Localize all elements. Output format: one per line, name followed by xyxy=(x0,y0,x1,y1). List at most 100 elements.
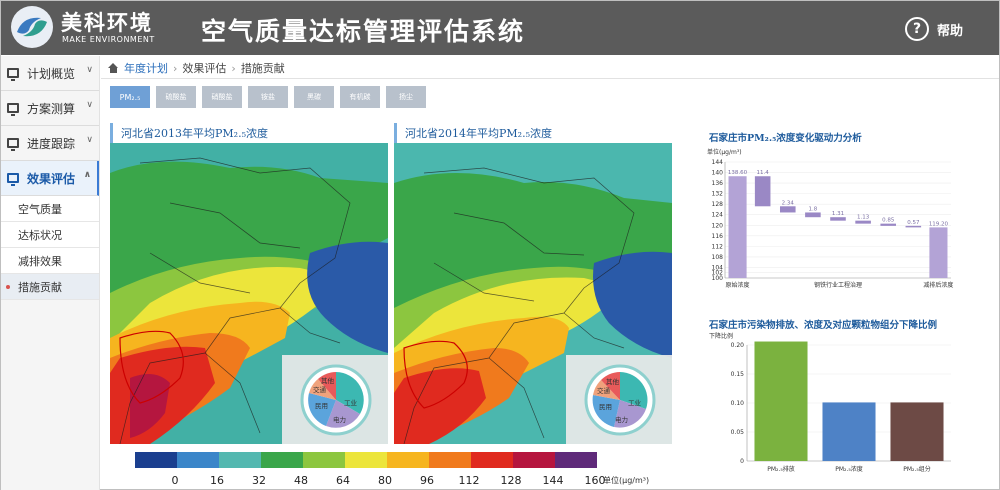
monitor-icon xyxy=(7,68,19,81)
colorbar-tick-label: 96 xyxy=(420,474,434,487)
tab-dust[interactable]: 扬尘 xyxy=(386,86,426,108)
waterfall-bar xyxy=(805,212,821,218)
waterfall-bar xyxy=(728,176,747,278)
breadcrumb-home-link[interactable]: 年度计划 xyxy=(124,62,168,75)
y-tick-label: 140 xyxy=(712,170,724,177)
monitor-icon xyxy=(7,103,19,116)
colorbar-swatch xyxy=(345,452,387,468)
sidebar: 计划概览 ∨ 方案测算 ∨ 进度跟踪 ∨ 效果评估 ∧ 空气质量 达标状况 减排… xyxy=(1,56,100,490)
subnav-item-measure-contribution[interactable]: 措施贡献 xyxy=(1,274,99,300)
map-title-2013: 河北省2013年平均PM₂.₅浓度 xyxy=(110,123,388,143)
chevron-down-icon: ∨ xyxy=(86,135,93,145)
reduction-ratio-chart: 下降比例 0 0.05 0.10 0.15 0.20 PM₂.₅排放 PM₂.₅浓度 PM₂.₅… xyxy=(709,332,951,473)
nav-item-effect-evaluation[interactable]: 效果评估 ∧ xyxy=(1,161,99,196)
brand-name-en: MAKE ENVIRONMENT xyxy=(62,35,155,44)
home-icon xyxy=(108,63,119,73)
nav-item-label: 方案测算 xyxy=(27,101,76,116)
y-axis-title: 下降比例 xyxy=(709,332,733,340)
colorbar-swatch xyxy=(135,452,177,468)
ratio-bar xyxy=(822,402,876,461)
breadcrumb-mid: 效果评估 xyxy=(182,62,227,75)
y-tick-label: 116 xyxy=(712,233,724,240)
waterfall-bar xyxy=(754,176,771,207)
colorbar-tick-label: 0 xyxy=(172,474,179,487)
waterfall-value-label: 0.85 xyxy=(882,218,895,224)
y-tick-label: 128 xyxy=(712,201,724,208)
waterfall-value-label: 1.31 xyxy=(832,211,844,217)
pollutant-tabs: PM₂.₅ 硫酸盐 硝酸盐 铵盐 黑碳 有机碳 扬尘 xyxy=(110,86,426,108)
y-tick-label: 100 xyxy=(712,275,724,282)
pie-label-transport: 交通 xyxy=(597,386,611,395)
y-tick-label: 104 xyxy=(712,264,724,271)
map-panel-2014: 河北省2014年平均PM₂.₅浓度 工业 电力 民用 交 xyxy=(394,123,672,444)
x-axis-label: 减排后浓度 xyxy=(923,281,953,289)
pie-label-power: 电力 xyxy=(333,415,346,424)
colorbar-tick-label: 48 xyxy=(294,474,308,487)
tab-sulfate[interactable]: 硫酸盐 xyxy=(156,86,196,108)
tab-organic-carbon[interactable]: 有机碳 xyxy=(340,86,380,108)
colorbar-swatch xyxy=(555,452,597,468)
tab-black-carbon[interactable]: 黑碳 xyxy=(294,86,334,108)
x-category-label: PM₂.₅浓度 xyxy=(835,465,863,473)
help-button[interactable]: ? 帮助 xyxy=(905,17,963,41)
pie-label-industry: 工业 xyxy=(628,398,642,407)
y-tick-label: 0.05 xyxy=(731,429,745,436)
nav-item-plan-overview[interactable]: 计划概览 ∨ xyxy=(1,56,99,91)
chart-title-reduction-ratio: 石家庄市污染物排放、浓度及对应颗粒物组分下降比例 xyxy=(709,320,938,331)
x-axis-label: 钢铁行业工程治理 xyxy=(814,281,862,289)
pie-label-residential: 民用 xyxy=(599,403,612,411)
ratio-bar xyxy=(754,341,808,461)
help-label: 帮助 xyxy=(937,23,964,39)
y-tick-label: 144 xyxy=(712,159,724,166)
ratio-bar xyxy=(890,402,944,461)
tab-ammonium[interactable]: 铵盐 xyxy=(248,86,288,108)
colorbar-swatch xyxy=(513,452,555,468)
pie-label-other: 其他 xyxy=(321,376,335,385)
pm25-map-2014: 工业 电力 民用 交通 其他 xyxy=(394,143,672,444)
tab-nitrate[interactable]: 硝酸盐 xyxy=(202,86,242,108)
y-tick-label: 0.15 xyxy=(731,371,745,378)
subnav-item-compliance-status[interactable]: 达标状况 xyxy=(1,222,99,248)
monitor-icon xyxy=(7,173,19,186)
colorbar-swatch xyxy=(303,452,345,468)
waterfall-bar xyxy=(855,220,871,224)
waterfall-value-label: 0.57 xyxy=(907,220,920,226)
colorbar-swatch xyxy=(177,452,219,468)
nav-item-progress-tracking[interactable]: 进度跟踪 ∨ xyxy=(1,126,99,161)
waterfall-bar xyxy=(779,206,796,213)
nav-item-scheme-calculation[interactable]: 方案测算 ∨ xyxy=(1,91,99,126)
waterfall-value-label: 1.8 xyxy=(809,206,818,212)
waterfall-value-label: 138.60 xyxy=(728,170,748,176)
y-tick-label: 136 xyxy=(712,180,724,187)
colorbar-tick-label: 64 xyxy=(336,474,350,487)
pie-label-other: 其他 xyxy=(606,377,620,386)
pie-chart-2013 xyxy=(308,372,364,428)
colorbar-tick-label: 144 xyxy=(543,474,564,487)
y-tick-label: 0.20 xyxy=(731,342,745,349)
waterfall-bar xyxy=(929,227,948,278)
chevron-up-icon: ∧ xyxy=(83,170,91,180)
header-bar: 美科环境 MAKE ENVIRONMENT 空气质量达标管理评估系统 ? 帮助 xyxy=(1,1,999,55)
y-tick-label: 108 xyxy=(712,254,724,261)
y-tick-label: 120 xyxy=(712,222,724,229)
concentration-colorbar: 0 16 32 48 64 80 96 112 128 144 160 xyxy=(135,452,605,487)
map-panel-2013: 河北省2013年平均PM₂.₅浓度 工业 电力 民用 xyxy=(110,123,388,444)
subnav-item-air-quality[interactable]: 空气质量 xyxy=(1,196,99,222)
waterfall-bar xyxy=(830,217,846,221)
y-tick-label: 0.10 xyxy=(731,400,745,407)
x-category-label: PM₂.₅组分 xyxy=(903,465,931,473)
pie-label-industry: 工业 xyxy=(344,398,358,407)
tab-pm25[interactable]: PM₂.₅ xyxy=(110,86,150,108)
pm25-map-2013: 工业 电力 民用 交通 其他 xyxy=(110,143,388,444)
colorbar-unit: 单位(μg/m³) xyxy=(603,476,650,485)
monitor-icon xyxy=(7,138,19,151)
nav-item-label: 计划概览 xyxy=(27,66,76,81)
waterfall-value-label: 1.13 xyxy=(857,215,870,221)
system-title: 空气质量达标管理评估系统 xyxy=(201,17,526,46)
colorbar-tick-label: 80 xyxy=(378,474,392,487)
colorbar-swatch xyxy=(471,452,513,468)
subnav-item-emission-reduction[interactable]: 减排效果 xyxy=(1,248,99,274)
brand-logo xyxy=(11,6,53,48)
colorbar-swatch xyxy=(387,452,429,468)
